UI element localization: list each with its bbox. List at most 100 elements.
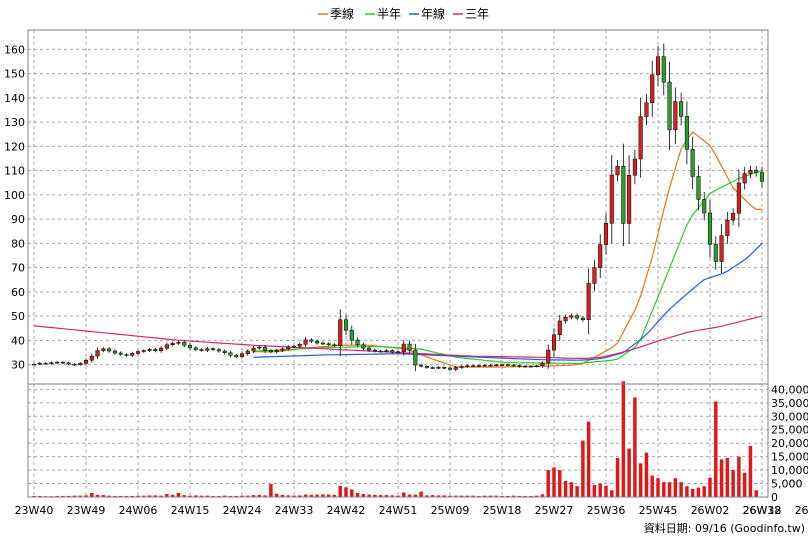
candle-body xyxy=(528,365,533,368)
price-tick-label: 130 xyxy=(4,116,25,129)
volume-bar xyxy=(90,492,94,497)
candle-body xyxy=(453,367,458,370)
candle-body xyxy=(205,348,210,351)
x-tick-label: 24W06 xyxy=(119,504,158,517)
candle-body xyxy=(216,349,221,352)
candle-body xyxy=(141,350,146,352)
volume-bar xyxy=(199,495,204,497)
volume-bar xyxy=(517,495,522,497)
candle-body xyxy=(222,350,227,353)
volume-bar xyxy=(136,495,140,497)
candle-body xyxy=(37,362,42,365)
volume-bar xyxy=(303,494,308,497)
volume-bar xyxy=(742,472,747,497)
candle-body xyxy=(211,348,216,350)
candle-body xyxy=(326,343,331,346)
volume-tick-label: 30,000 xyxy=(771,410,808,423)
volume-bar xyxy=(413,494,418,497)
volume-bar xyxy=(286,495,290,497)
volume-bar xyxy=(188,495,192,497)
candle-body xyxy=(274,350,279,353)
volume-bar xyxy=(494,495,498,497)
volume-bar xyxy=(298,495,302,497)
data-date-footer: 資料日期: 09/16 (Goodinfo.tw) xyxy=(644,521,805,535)
candle-body xyxy=(575,315,580,319)
volume-bar xyxy=(66,495,71,497)
volume-bar xyxy=(644,452,649,497)
candlesticks xyxy=(31,43,765,372)
volume-bar xyxy=(563,480,568,497)
candle-body xyxy=(644,102,649,117)
volume-bar xyxy=(586,421,591,497)
candle-body xyxy=(78,363,83,365)
volume-tick-label: 5,000 xyxy=(771,478,803,491)
price-tick-label: 100 xyxy=(4,189,25,202)
candle-body xyxy=(696,176,701,200)
candle-body xyxy=(499,364,505,366)
ma-line xyxy=(253,170,763,365)
volume-bar xyxy=(627,448,631,497)
volume-bar xyxy=(350,489,354,497)
price-tick-label: 80 xyxy=(11,237,25,250)
volume-bar xyxy=(436,495,441,497)
volume-y-axis: 05,00010,00015,00020,00025,00030,00035,0… xyxy=(771,383,808,504)
volume-bar xyxy=(725,457,730,497)
volume-bar xyxy=(361,494,366,497)
volume-bar xyxy=(650,475,654,497)
candle-body xyxy=(482,364,487,367)
candle-body xyxy=(112,350,117,354)
candle-body xyxy=(349,329,354,341)
volume-bar xyxy=(321,494,325,497)
candle-body xyxy=(101,348,106,351)
volume-bar xyxy=(471,495,475,497)
volume-bar xyxy=(367,494,371,497)
legend-label-season: 季線 xyxy=(330,6,354,21)
volume-bar xyxy=(107,495,111,497)
x-tick-label: 25W27 xyxy=(535,504,574,517)
volume-bar xyxy=(511,495,516,497)
candle-body xyxy=(632,158,637,176)
volume-bar xyxy=(506,495,510,497)
volume-bar xyxy=(638,463,643,497)
volume-bar xyxy=(581,440,585,497)
volume-bar xyxy=(326,494,331,497)
candle-body xyxy=(343,319,349,331)
candle-body xyxy=(280,348,285,351)
volume-bar xyxy=(251,495,256,497)
volume-bar xyxy=(240,495,244,497)
price-tick-label: 110 xyxy=(4,165,25,178)
volume-bar xyxy=(673,478,678,497)
volume-bar xyxy=(165,494,169,497)
candle-body xyxy=(147,349,152,351)
candle-body xyxy=(627,174,632,224)
price-y-axis: 30 40 50 60 70 80 90 100 110 120 130 140 150 160 xyxy=(4,43,25,371)
candle-body xyxy=(719,235,724,262)
candle-body xyxy=(159,347,164,352)
candle-body xyxy=(517,365,522,367)
volume-tick-label: 10,000 xyxy=(771,464,808,477)
candle-body xyxy=(60,361,65,364)
candle-body xyxy=(182,342,187,346)
candle-body xyxy=(546,349,551,364)
volume-bar xyxy=(702,486,706,497)
volume-bar xyxy=(159,495,163,497)
volume-bar xyxy=(610,490,614,497)
candle-body xyxy=(465,365,470,368)
volume-bar xyxy=(373,494,377,497)
candle-body xyxy=(43,362,48,365)
volume-bar xyxy=(569,482,574,497)
candle-body xyxy=(390,350,395,353)
volume-bar xyxy=(309,494,314,497)
candle-body xyxy=(338,319,343,346)
volume-tick-label: 35,000 xyxy=(771,397,808,410)
candle-body xyxy=(471,365,476,368)
volume-bar xyxy=(656,478,660,497)
volume-bar xyxy=(338,485,342,497)
candle-body xyxy=(315,341,320,344)
volume-bar xyxy=(615,457,620,497)
volume-bar xyxy=(633,397,637,497)
candle-body xyxy=(257,346,262,349)
volume-bar xyxy=(211,495,215,497)
candle-body xyxy=(361,344,366,349)
